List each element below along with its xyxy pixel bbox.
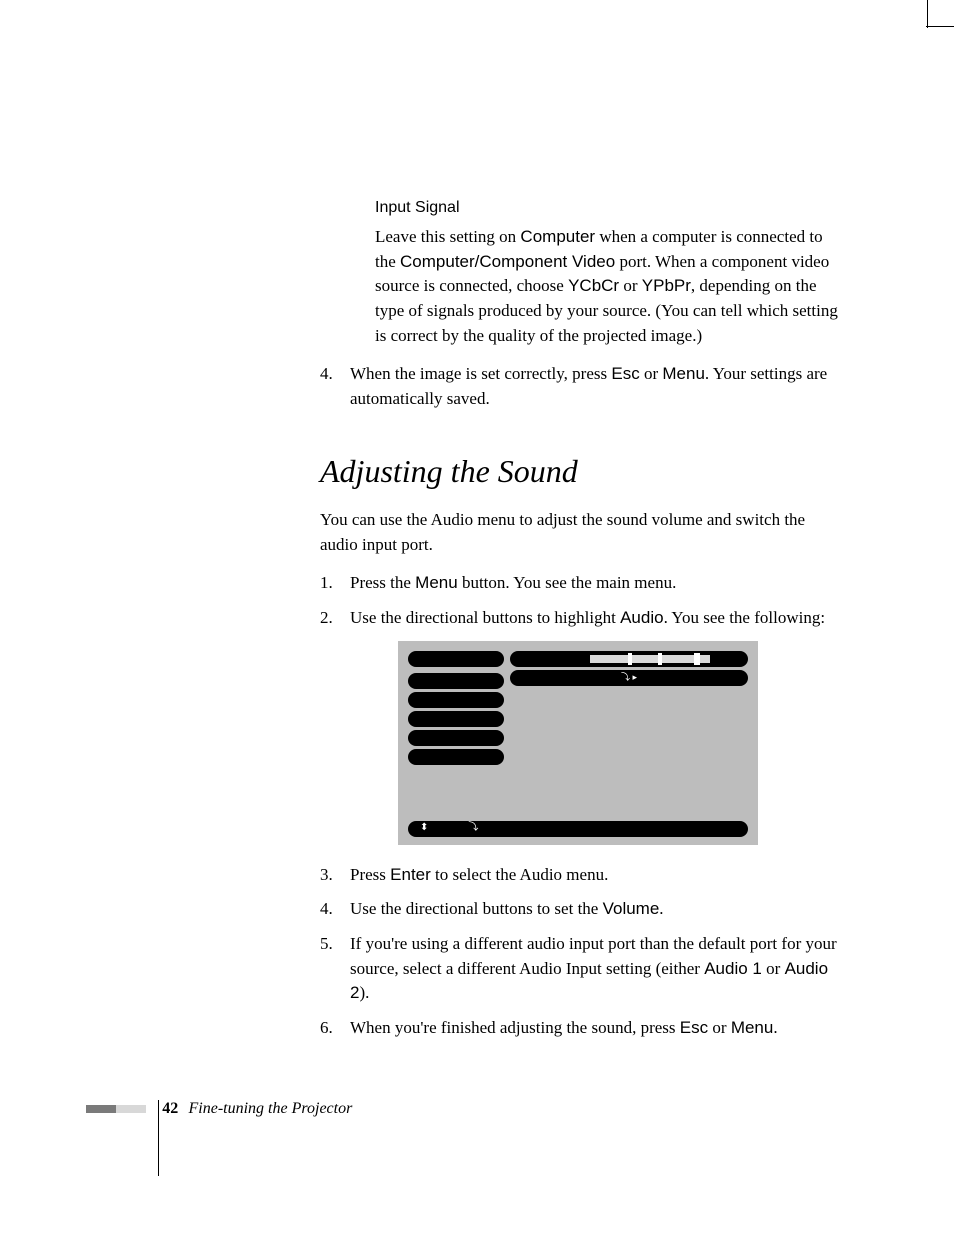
page-number: 42 — [162, 1100, 178, 1117]
list-item: 4. When the image is set correctly, pres… — [320, 362, 840, 411]
crop-mark — [926, 26, 954, 27]
ui-term-ypbpr: YPbPr — [642, 276, 691, 295]
text: to select the Audio menu. — [431, 865, 609, 884]
updown-icon: ⬍ — [420, 821, 428, 836]
item-number: 6. — [320, 1016, 350, 1041]
ui-term-esc: Esc — [680, 1018, 708, 1037]
section-heading: Adjusting the Sound — [320, 448, 840, 494]
ui-term-port: Computer/Component Video — [400, 252, 615, 271]
list-item: 2. Use the directional buttons to highli… — [320, 606, 840, 631]
item-text: Press the Menu button. You see the main … — [350, 571, 840, 596]
text: . You see the following: — [664, 608, 826, 627]
item-number: 3. — [320, 863, 350, 888]
text: or — [708, 1018, 731, 1037]
list-item: 3. Press Enter to select the Audio menu. — [320, 863, 840, 888]
ui-term-menu: Menu — [415, 573, 458, 592]
slider-tick-icon — [628, 653, 632, 665]
footer-accent-bar — [116, 1105, 146, 1113]
ui-term-esc: Esc — [611, 364, 639, 383]
list-item: 6. When you're finished adjusting the so… — [320, 1016, 840, 1041]
text: or — [762, 959, 785, 978]
list-item: 4. Use the directional buttons to set th… — [320, 897, 840, 922]
page: Input Signal Leave this setting on Compu… — [0, 0, 954, 1235]
text: Use the directional buttons to highlight — [350, 608, 620, 627]
text: . — [773, 1018, 777, 1037]
text: ). — [359, 983, 369, 1002]
item-number: 5. — [320, 932, 350, 1006]
list-item: 5. If you're using a different audio inp… — [320, 932, 840, 1006]
osd-left-menu — [408, 651, 504, 768]
item-text: When the image is set correctly, press E… — [350, 362, 840, 411]
osd-volume-row — [510, 651, 748, 667]
steps-list-continued: 3. Press Enter to select the Audio menu.… — [320, 863, 840, 1041]
osd-menu-item — [408, 692, 504, 708]
osd-menu-item — [408, 651, 504, 667]
text: Press — [350, 865, 390, 884]
section-intro: You can use the Audio menu to adjust the… — [320, 508, 840, 557]
text: button. You see the main menu. — [458, 573, 677, 592]
ui-term-volume: Volume — [603, 899, 660, 918]
item-text: Press Enter to select the Audio menu. — [350, 863, 840, 888]
text: When the image is set correctly, press — [350, 364, 611, 383]
slider-thumb-icon — [694, 653, 700, 665]
item-number: 2. — [320, 606, 350, 631]
footer-rule — [158, 1100, 159, 1176]
input-signal-text: Leave this setting on Computer when a co… — [375, 225, 840, 348]
page-footer: 42 Fine-tuning the Projector — [86, 1096, 686, 1121]
ui-term-menu: Menu — [662, 364, 705, 383]
footer-accent-bar — [86, 1105, 116, 1113]
ui-term-ycbcr: YCbCr — [568, 276, 619, 295]
item-text: When you're finished adjusting the sound… — [350, 1016, 840, 1041]
slider-tick-icon — [658, 653, 662, 665]
chapter-title: Fine-tuning the Projector — [189, 1100, 353, 1117]
osd-menu-item — [408, 711, 504, 727]
input-signal-label: Input Signal — [375, 196, 840, 219]
item-number: 1. — [320, 571, 350, 596]
text: or — [640, 364, 663, 383]
ui-term-audio: Audio — [620, 608, 663, 627]
osd-screenshot: ⤵ ▸ ⬍ ⤵ — [398, 641, 758, 845]
continuing-list: 4. When the image is set correctly, pres… — [320, 362, 840, 411]
text: or — [619, 276, 642, 295]
item-number: 4. — [320, 362, 350, 411]
list-item: 1. Press the Menu button. You see the ma… — [320, 571, 840, 596]
ui-term-enter: Enter — [390, 865, 431, 884]
input-signal-block: Input Signal Leave this setting on Compu… — [375, 196, 840, 348]
enter-icon: ⤵ — [468, 821, 478, 836]
item-text: Use the directional buttons to set the V… — [350, 897, 840, 922]
item-text: If you're using a different audio input … — [350, 932, 840, 1006]
ui-term-computer: Computer — [520, 227, 595, 246]
text: When you're finished adjusting the sound… — [350, 1018, 680, 1037]
text: Leave this setting on — [375, 227, 520, 246]
osd-menu-item — [408, 730, 504, 746]
ui-term-audio1: Audio 1 — [704, 959, 762, 978]
text: Use the directional buttons to set the — [350, 899, 603, 918]
osd-menu-item — [408, 749, 504, 765]
osd-bottom-bar: ⬍ ⤵ — [408, 821, 748, 837]
item-text: Use the directional buttons to highlight… — [350, 606, 840, 631]
osd-volume-slider — [590, 655, 710, 663]
text: . — [659, 899, 663, 918]
steps-list: 1. Press the Menu button. You see the ma… — [320, 571, 840, 630]
page-body: Input Signal Leave this setting on Compu… — [320, 196, 840, 1050]
enter-arrow-icon: ⤵ ▸ — [621, 671, 637, 684]
osd-row-2: ⤵ ▸ — [510, 670, 748, 686]
crop-mark — [927, 0, 928, 28]
ui-term-menu: Menu — [731, 1018, 774, 1037]
item-number: 4. — [320, 897, 350, 922]
osd-menu-item — [408, 673, 504, 689]
text: Press the — [350, 573, 415, 592]
